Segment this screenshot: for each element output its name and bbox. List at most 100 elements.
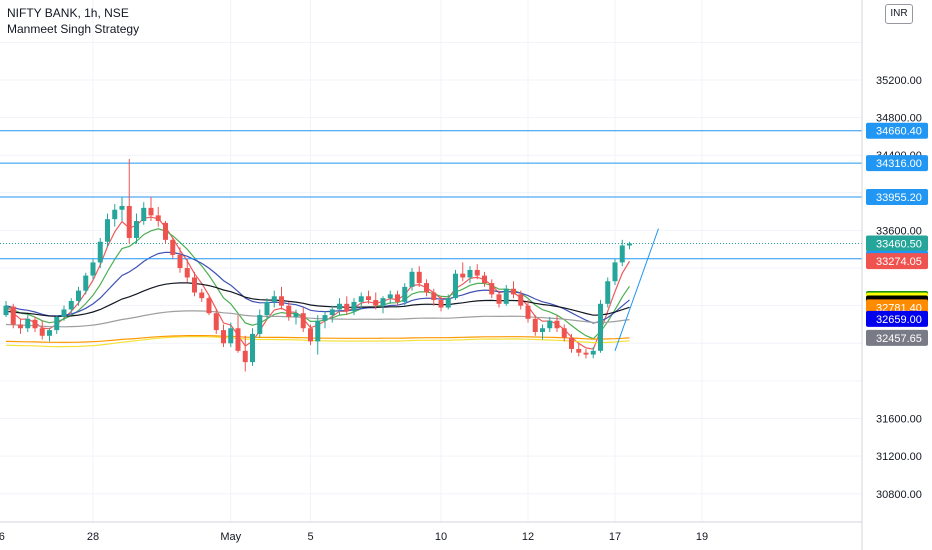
candle-up xyxy=(351,301,357,312)
candle-down xyxy=(569,337,574,349)
candle-down xyxy=(170,239,176,255)
candle-up xyxy=(25,318,31,329)
grid-lines xyxy=(0,0,862,522)
candle-up xyxy=(315,320,321,342)
candle-down xyxy=(576,348,582,353)
candle-up xyxy=(409,271,415,287)
time-tick-label: 19 xyxy=(696,531,708,543)
candle-up xyxy=(467,269,473,278)
price-badge xyxy=(866,189,928,206)
candle-up xyxy=(590,350,596,355)
candle-up xyxy=(83,275,89,291)
candle-up xyxy=(61,309,67,317)
candle-up xyxy=(293,313,299,317)
candle-up xyxy=(68,300,74,310)
candle-up xyxy=(105,219,110,242)
candle-up xyxy=(337,303,342,310)
candle-down xyxy=(431,292,437,301)
candle-up xyxy=(612,262,618,282)
price-badge xyxy=(866,235,928,252)
candle-down xyxy=(126,205,132,238)
candle-up xyxy=(54,316,60,331)
price-badge xyxy=(866,310,928,327)
candle-down xyxy=(184,268,190,278)
candle-down xyxy=(416,271,422,284)
candle-down xyxy=(583,352,589,355)
chart-legend: NIFTY BANK, 1h, NSE Manmeet Singh Strate… xyxy=(7,5,139,37)
candle-up xyxy=(322,315,328,321)
price-badge-label: 33460.50 xyxy=(876,239,922,251)
price-badge-label: 34316.00 xyxy=(876,158,922,170)
candle-down xyxy=(235,328,241,351)
price-badge xyxy=(866,155,928,172)
candle-up xyxy=(540,328,545,333)
candle-up xyxy=(402,286,408,302)
price-badge-label: 33274.05 xyxy=(876,256,922,268)
candle-down xyxy=(177,254,183,269)
candle-up xyxy=(547,320,553,329)
price-tick-label: 31200.00 xyxy=(876,451,922,463)
candle-down xyxy=(518,294,524,306)
candle-down xyxy=(474,269,480,276)
price-badge xyxy=(866,253,928,270)
candle-down xyxy=(286,305,292,317)
price-tick-label: 35200.00 xyxy=(876,75,922,87)
candle-up xyxy=(453,273,458,299)
candle-down xyxy=(395,294,400,302)
candle-down xyxy=(496,294,502,304)
candle-up xyxy=(380,298,386,306)
price-tick-label: 34800.00 xyxy=(876,113,922,125)
symbol-title: NIFTY BANK, 1h, NSE xyxy=(7,6,129,20)
price-tick-label: 33600.00 xyxy=(876,225,922,237)
candle-down xyxy=(155,215,161,222)
price-badge-label: 34660.40 xyxy=(876,126,922,138)
candle-up xyxy=(257,315,263,334)
time-tick-label: 17 xyxy=(609,531,621,543)
candle-down xyxy=(308,328,313,342)
price-badge-label: 33955.20 xyxy=(876,192,922,204)
candle-up xyxy=(358,296,364,302)
candle-up xyxy=(47,330,52,336)
candle-up xyxy=(627,243,632,246)
candle-up xyxy=(97,241,103,263)
candle-up xyxy=(619,245,625,263)
strategy-name: Manmeet Singh Strategy xyxy=(7,22,140,36)
candle-up xyxy=(228,328,234,344)
candle-down xyxy=(10,306,16,325)
time-tick-label: 10 xyxy=(435,531,447,543)
candle-down xyxy=(39,328,45,336)
candle-down xyxy=(148,207,154,216)
candle-down xyxy=(279,296,284,306)
trend-line xyxy=(614,228,659,351)
line-blue xyxy=(5,251,630,324)
candle-down xyxy=(554,320,560,329)
candle-down xyxy=(561,328,567,338)
candle-up xyxy=(112,209,118,220)
candle-up xyxy=(605,281,611,304)
price-badge xyxy=(866,329,928,346)
candle-down xyxy=(460,273,466,278)
candle-down xyxy=(18,324,23,329)
time-tick-label: 12 xyxy=(522,531,534,543)
price-badge xyxy=(866,122,928,139)
price-badge-label: 32457.65 xyxy=(876,333,922,345)
price-badge-label: 32659.00 xyxy=(876,314,922,326)
candle-down xyxy=(221,330,226,344)
candle-up xyxy=(503,288,509,304)
candle-down xyxy=(32,319,38,329)
candles xyxy=(3,158,632,372)
candle-up xyxy=(598,303,603,351)
candle-down xyxy=(373,300,379,306)
candle-down xyxy=(511,288,516,295)
candle-up xyxy=(141,207,147,222)
candle-down xyxy=(300,313,306,329)
candle-up xyxy=(329,309,335,316)
candle-down xyxy=(438,300,444,308)
candle-up xyxy=(76,290,81,301)
candle-down xyxy=(525,305,531,319)
candle-down xyxy=(424,283,429,293)
candle-up xyxy=(3,305,9,316)
currency-badge[interactable]: INR xyxy=(885,4,913,24)
